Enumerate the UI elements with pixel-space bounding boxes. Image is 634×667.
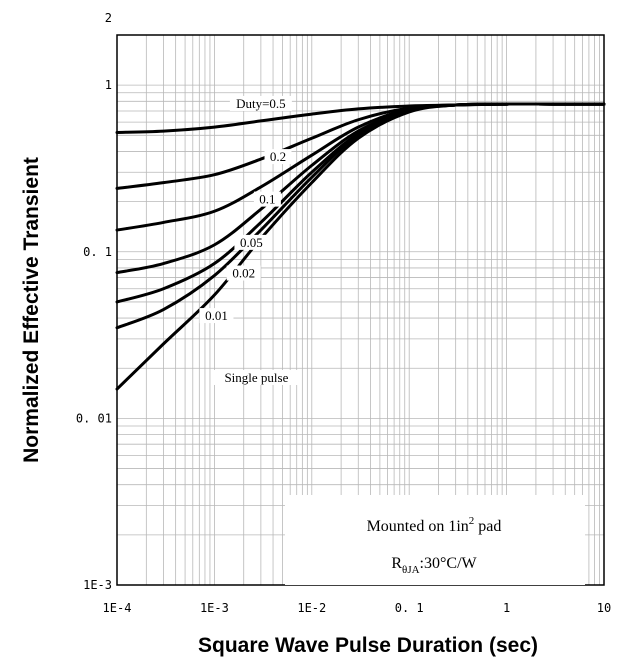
- y-tick-label: 2: [105, 11, 112, 25]
- curves: [115, 102, 606, 391]
- y-tick-label: 1E-3: [83, 578, 112, 592]
- series-label-bg: [234, 234, 269, 250]
- series-label-1: 0.2: [270, 149, 286, 164]
- x-tick-label: 1E-3: [200, 601, 229, 615]
- x-axis-title: Square Wave Pulse Duration (sec): [198, 634, 538, 657]
- series-labels: Duty=0.5 0.2 0.1 0.05 0.02 0.01 Single pulse: [199, 95, 302, 385]
- x-tick-label: 10: [597, 601, 611, 615]
- series-label-0: Duty=0.5: [236, 96, 286, 111]
- series-label-bg: [226, 265, 261, 281]
- series-label-bg: [211, 369, 302, 385]
- note-line-1: Mounted on 1in2 pad: [367, 515, 502, 535]
- series-label-bg: [199, 308, 234, 324]
- y-tick-label: 0. 01: [76, 411, 112, 425]
- series-label-2: 0.1: [259, 192, 275, 207]
- note-background: [285, 495, 585, 585]
- tick-labels: 1E-4 1E-3 1E-2 0. 1 1 10 1E-3 0. 01 0. 1 1 2: [76, 11, 611, 615]
- y-tick-label: 1: [105, 78, 112, 92]
- series-label-bg: [264, 149, 292, 165]
- series-label-5: 0.01: [205, 308, 228, 323]
- series-label-bg: [253, 191, 281, 207]
- x-tick-label: 1: [503, 601, 510, 615]
- grid: [117, 35, 604, 585]
- x-tick-label: 1E-4: [103, 601, 132, 615]
- y-axis-title: Normalized Effective Transient: [20, 157, 43, 463]
- series-line-6: [115, 102, 606, 391]
- note-box: Mounted on 1in2 pad RθJA:30°C/W: [285, 495, 585, 585]
- series-label-3: 0.05: [240, 235, 263, 250]
- x-tick-label: 0. 1: [395, 601, 424, 615]
- series-label-4: 0.02: [232, 266, 255, 281]
- x-tick-label: 1E-2: [297, 601, 326, 615]
- note-line-2: RθJA:30°C/W: [391, 555, 477, 576]
- series-line-2: [115, 102, 606, 232]
- y-tick-label: 0. 1: [83, 245, 112, 259]
- series-label-bg: [229, 95, 292, 111]
- series-line-1: [115, 102, 606, 190]
- series-label-6: Single pulse: [224, 370, 288, 385]
